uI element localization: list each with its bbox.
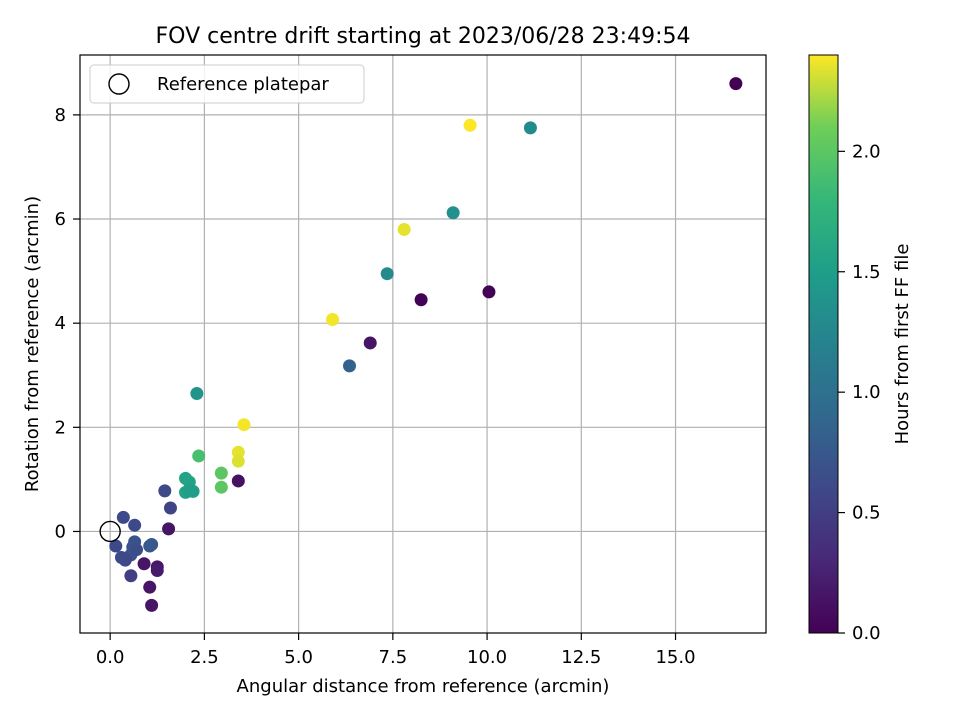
plot-frame [79,54,767,634]
data-point [523,121,537,135]
colorbar-tick-label: 0.5 [852,503,881,524]
data-point [137,557,151,571]
y-tick-label: 2 [55,417,66,438]
data-point [116,510,130,524]
data-point [343,359,356,373]
data-point [162,522,176,536]
data-point [237,418,251,432]
data-point [446,206,460,220]
legend: Reference platepar [89,64,365,104]
y-tick-label: 0 [55,521,66,542]
data-point [397,222,411,236]
grid-lines [80,55,766,633]
data-point [231,474,245,488]
data-point [150,564,164,578]
x-tick-label: 15.0 [655,647,695,668]
x-tick-label: 12.5 [561,647,601,668]
data-point [128,518,142,532]
data-points [99,77,743,612]
y-axis-ticks: 0 2 4 6 8 [55,105,80,542]
y-tick-label: 4 [55,313,66,334]
colorbar: 0.0 0.5 1.0 1.5 2.0 Hours from first FF file [808,54,913,644]
data-point [143,580,157,594]
colorbar-label: Hours from first FF file [892,244,913,445]
x-tick-label: 5.0 [284,647,313,668]
y-tick-label: 6 [55,209,66,230]
data-point [363,336,377,350]
x-axis-ticks: 0.0 2.5 5.0 7.5 10.0 12.5 15.0 [96,633,696,668]
data-point [145,537,159,551]
y-tick-label: 8 [55,105,66,126]
x-axis-label: Angular distance from reference (arcmin) [237,676,610,697]
x-tick-label: 10.0 [467,647,507,668]
y-axis-label: Rotation from reference (arcmin) [22,196,43,492]
colorbar-ticks: 0.0 0.5 1.0 1.5 2.0 [838,141,881,644]
x-tick-label: 2.5 [190,647,219,668]
colorbar-gradient [808,54,839,634]
legend-box [89,64,365,104]
data-point [186,484,200,498]
colorbar-tick-label: 2.0 [852,141,881,162]
reference-platepar-marker [99,520,121,543]
data-point [190,386,204,400]
data-point [214,480,228,494]
data-point [124,569,138,583]
data-point [414,293,428,307]
data-point [482,285,496,299]
data-point [130,543,144,557]
x-tick-label: 7.5 [379,647,408,668]
data-point [380,267,394,281]
data-point [463,118,477,132]
legend-label-reference: Reference platepar [157,74,329,95]
data-point [214,466,228,480]
data-point [192,449,206,463]
chart-title: FOV centre drift starting at 2023/06/28 … [156,24,691,49]
data-point [118,553,132,567]
colorbar-tick-label: 1.0 [852,382,881,403]
legend-marker-reference [108,73,130,95]
data-point [158,484,172,498]
data-point [729,77,743,91]
data-point [109,539,123,553]
data-point [326,313,340,327]
colorbar-tick-label: 1.5 [852,262,881,283]
data-point [163,501,177,515]
x-tick-label: 0.0 [96,647,125,668]
data-point [145,598,159,612]
data-point [231,454,245,468]
colorbar-tick-label: 0.0 [852,623,881,644]
